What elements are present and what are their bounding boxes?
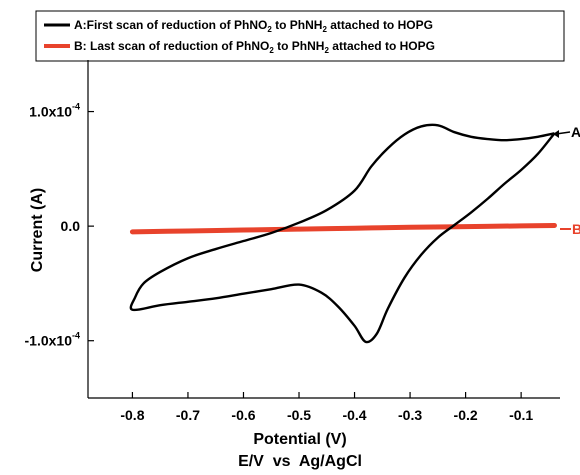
x-tick-label: -0.6 — [231, 407, 255, 423]
curve-label-a: A — [553, 124, 580, 140]
curve-label-b: B — [560, 221, 580, 237]
series-b-line — [129, 222, 557, 235]
x-tick-label: -0.2 — [454, 407, 478, 423]
x-tick-label: -0.5 — [287, 407, 311, 423]
legend-label-b: B: Last scan of reduction of PhNO2 to Ph… — [74, 39, 435, 55]
series-a-line — [129, 123, 556, 344]
y-axis-title: Current (A) — [29, 188, 46, 272]
series-layer — [129, 123, 557, 344]
y-tick-label: 1.0x10-4 — [29, 102, 80, 120]
y-tick-label: -1.0x10-4 — [25, 331, 81, 349]
y-tick-label: 0.0 — [61, 218, 81, 234]
x-axis-subtitle: E/V vs Ag/AgCl — [238, 453, 362, 470]
x-tick-label: -0.1 — [509, 407, 533, 423]
legend: A:First scan of reduction of PhNO2 to Ph… — [35, 10, 565, 62]
curve-label-a-text: A — [571, 124, 580, 140]
x-tick-label: -0.8 — [120, 407, 144, 423]
x-axis-title: Potential (V) — [253, 431, 346, 448]
x-axis-ticks: -0.8 -0.7 -0.6 -0.5 -0.4 -0.3 -0.2 -0.1 — [120, 392, 533, 423]
legend-box — [35, 10, 565, 62]
x-tick-label: -0.3 — [398, 407, 422, 423]
curve-label-b-text: B — [572, 221, 580, 237]
legend-label-a: A:First scan of reduction of PhNO2 to Ph… — [74, 18, 433, 34]
curve-label-a-arrowhead — [553, 130, 559, 138]
x-tick-label: -0.4 — [342, 407, 366, 423]
x-tick-label: -0.7 — [176, 407, 200, 423]
y-axis-ticks: 1.0x10-4 0.0 -1.0x10-4 — [25, 102, 94, 349]
